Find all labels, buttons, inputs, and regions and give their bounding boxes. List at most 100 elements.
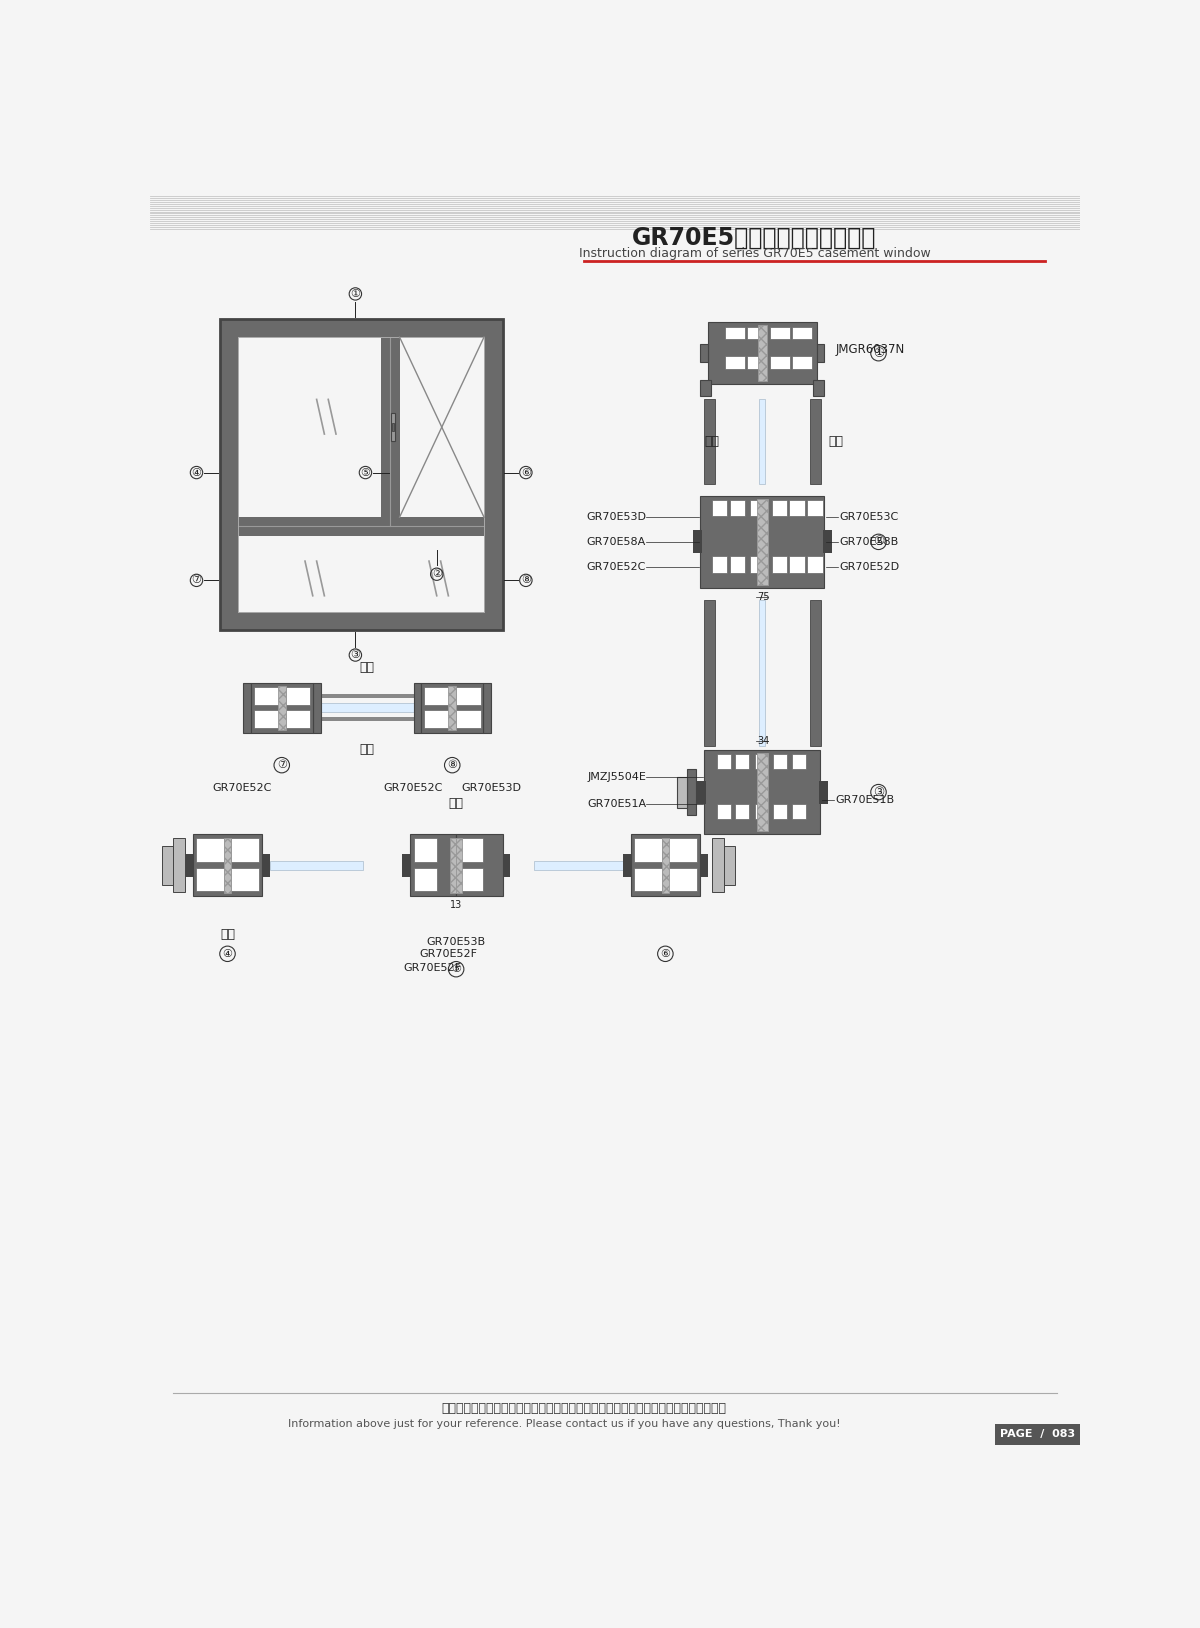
- Text: JMZJ5504E: JMZJ5504E: [587, 772, 646, 781]
- Bar: [757, 498, 768, 584]
- Text: ⑥: ⑥: [521, 467, 530, 477]
- Bar: [503, 853, 510, 877]
- Bar: [712, 500, 727, 516]
- Bar: [760, 399, 766, 484]
- Text: ⑥: ⑥: [660, 949, 671, 959]
- Bar: [634, 868, 662, 892]
- Text: GR70E53B: GR70E53B: [426, 938, 486, 947]
- Bar: [251, 682, 313, 733]
- Bar: [320, 703, 414, 711]
- Bar: [792, 327, 812, 339]
- Text: ④: ④: [192, 467, 202, 477]
- Bar: [816, 344, 824, 363]
- Bar: [823, 531, 832, 554]
- Text: 室内: 室内: [360, 661, 374, 674]
- Bar: [220, 319, 503, 630]
- Text: GR70E58B: GR70E58B: [840, 537, 899, 547]
- Bar: [757, 326, 767, 381]
- Text: ④: ④: [222, 949, 233, 959]
- Bar: [196, 838, 224, 863]
- Text: GR70E51B: GR70E51B: [836, 794, 895, 804]
- Bar: [409, 835, 456, 895]
- Text: GR70E52F: GR70E52F: [404, 962, 462, 972]
- Bar: [185, 853, 193, 877]
- Bar: [270, 861, 364, 869]
- Bar: [692, 531, 702, 554]
- Bar: [230, 838, 259, 863]
- Bar: [220, 319, 503, 337]
- Text: GR70E52D: GR70E52D: [840, 562, 900, 571]
- Text: 图中所示型材截面、装配、编号、尺寸及重量仅供参考。如有疑问，请向本公司查询。: 图中所示型材截面、装配、编号、尺寸及重量仅供参考。如有疑问，请向本公司查询。: [442, 1402, 726, 1415]
- Bar: [254, 710, 278, 728]
- Bar: [162, 847, 173, 884]
- Bar: [450, 837, 456, 894]
- Text: GR70E52F: GR70E52F: [419, 949, 478, 959]
- Bar: [810, 399, 821, 484]
- Bar: [725, 357, 745, 368]
- Bar: [792, 804, 805, 819]
- Bar: [173, 838, 185, 892]
- Text: ⑤: ⑤: [451, 964, 461, 974]
- Text: ⑦: ⑦: [192, 575, 202, 586]
- Bar: [724, 847, 736, 884]
- Bar: [391, 423, 394, 431]
- Text: GR70E52C: GR70E52C: [212, 783, 271, 793]
- Text: 13: 13: [450, 900, 462, 910]
- Text: GR70E51A: GR70E51A: [587, 799, 646, 809]
- Bar: [456, 837, 462, 894]
- Bar: [484, 682, 491, 733]
- Bar: [414, 868, 437, 892]
- Bar: [193, 835, 263, 895]
- Bar: [286, 687, 311, 705]
- Bar: [414, 838, 437, 863]
- Bar: [263, 853, 270, 877]
- Bar: [449, 685, 456, 729]
- Bar: [772, 555, 787, 573]
- Bar: [750, 555, 766, 573]
- Bar: [736, 754, 749, 768]
- Text: GR70E52C: GR70E52C: [587, 562, 646, 571]
- Bar: [391, 414, 395, 441]
- Text: ⑦: ⑦: [277, 760, 287, 770]
- Bar: [718, 754, 731, 768]
- Text: JMGR6037N: JMGR6037N: [836, 344, 905, 357]
- Bar: [725, 327, 745, 339]
- Text: PAGE  /  083: PAGE / 083: [1000, 1429, 1075, 1439]
- Bar: [808, 500, 823, 516]
- Bar: [755, 804, 768, 819]
- Bar: [630, 835, 701, 895]
- Text: ⑤: ⑤: [360, 467, 371, 477]
- Bar: [718, 804, 731, 819]
- Text: ①: ①: [350, 288, 360, 300]
- Bar: [223, 837, 232, 894]
- Bar: [760, 599, 766, 746]
- Text: 室内: 室内: [220, 928, 235, 941]
- Bar: [220, 518, 503, 536]
- Bar: [770, 357, 790, 368]
- Bar: [708, 322, 816, 384]
- Bar: [790, 500, 805, 516]
- Bar: [736, 804, 749, 819]
- Bar: [808, 555, 823, 573]
- Bar: [701, 344, 708, 363]
- Text: Information above just for your reference. Please contact us if you have any que: Information above just for your referenc…: [288, 1418, 841, 1428]
- Text: 室外: 室外: [360, 744, 374, 757]
- Bar: [456, 835, 503, 895]
- Bar: [701, 381, 712, 396]
- Text: 室内: 室内: [704, 435, 719, 448]
- Bar: [484, 319, 503, 630]
- Text: ①: ①: [872, 347, 884, 360]
- Text: 75: 75: [757, 593, 770, 602]
- Bar: [320, 716, 414, 721]
- Bar: [773, 804, 787, 819]
- Bar: [704, 399, 715, 484]
- Bar: [242, 682, 251, 733]
- Bar: [456, 710, 481, 728]
- Text: ⑧: ⑧: [521, 575, 530, 586]
- Bar: [414, 682, 421, 733]
- Bar: [230, 868, 259, 892]
- Bar: [421, 682, 484, 733]
- Text: 34: 34: [757, 736, 770, 746]
- Bar: [661, 837, 670, 894]
- Bar: [712, 555, 727, 573]
